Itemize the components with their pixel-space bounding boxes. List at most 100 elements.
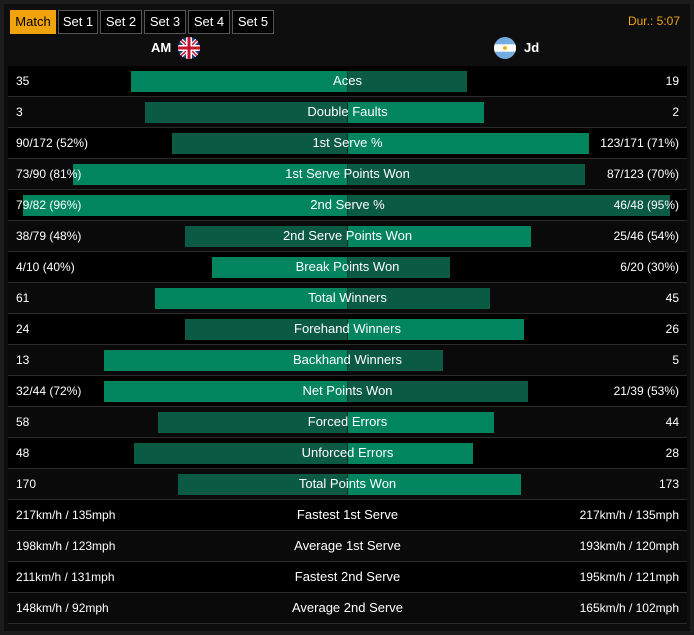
stat-row: 3 Double Faults 2 [8,97,687,128]
stat-value-right: 173 [658,477,679,491]
stat-label: Average 2nd Serve [291,600,404,615]
tab-set-4[interactable]: Set 4 [188,10,230,34]
stat-bar-left [134,443,348,464]
stat-label: 1st Serve Points Won [285,166,410,181]
match-duration: Dur.: 5:07 [627,14,680,28]
stat-bar-left [155,288,348,309]
stat-row: 48 Unforced Errors 28 [8,438,687,469]
stat-bar-right [348,226,531,247]
stat-value-right: 45 [665,291,679,305]
tab-set-5[interactable]: Set 5 [232,10,274,34]
stat-value-right: 44 [665,415,679,429]
stat-label: Unforced Errors [301,445,394,460]
stat-value-right: 87/123 (70%) [606,167,679,181]
stat-row: 32/44 (72%) Net Points Won 21/39 (53%) [8,376,687,407]
stat-row: 198km/h / 123mph Average 1st Serve 193km/h… [8,531,687,562]
stat-value-left: 58 [16,415,30,429]
bar-divider [347,195,348,216]
stat-row: 79/82 (96%) 2nd Serve % 46/48 (95%) [8,190,687,221]
stat-row: 35 Aces 19 [8,66,687,97]
stat-value-left: 217km/h / 135mph [16,508,116,522]
stat-value-left: 79/82 (96%) [16,198,82,212]
stat-label: Forehand Winners [294,321,401,336]
stat-bar-left [158,412,348,433]
stat-value-left: 211km/h / 131mph [16,570,115,584]
stat-value-left: 3 [16,105,23,119]
stat-label: Fastest 2nd Serve [294,569,401,584]
bar-divider [347,257,348,278]
stat-bar-right [348,474,521,495]
stat-bar-left [185,226,348,247]
stats-table: 3 5 Aces 19 3 Double Faults 2 90/172 (52%) 1st S… [8,66,687,624]
stat-row: 217km/h / 135mph Fastest 1st Serve 217km/h… [8,500,687,531]
stat-bar-left [104,350,348,371]
ar-flag-icon [494,37,516,59]
bar-divider [347,350,348,371]
stat-bar-left [145,102,348,123]
tab-set-3[interactable]: Set 3 [144,10,186,34]
row-divider [8,499,687,500]
tab-match[interactable]: Match [10,10,56,34]
stat-row: 170 Total Points Won 173 [8,469,687,500]
row-divider [8,561,687,562]
stat-value-left: 198km/h / 123mph [16,539,116,553]
bar-divider [347,412,348,433]
stat-bar-right [348,102,484,123]
stat-value-right: 217km/h / 135mph [579,508,679,522]
stat-row: 61 Total Winners 45 [8,283,687,314]
stat-bar-left [185,319,348,340]
stat-bar-left [104,381,348,402]
stat-bar-right [348,319,524,340]
stat-bar-right [348,257,450,278]
bar-divider [347,443,348,464]
bar-divider [347,164,348,185]
row-divider [8,158,687,159]
stat-value-left: 4/10 (40%) [16,260,75,274]
stat-bar-right [348,164,585,185]
row-divider [8,251,687,252]
stat-value-right: 165km/h / 102mph [579,601,679,615]
tab-set-1[interactable]: Set 1 [58,10,98,34]
stat-value-right: 28 [665,446,679,460]
stat-label: Forced Errors [307,414,388,429]
stat-bar-left [23,195,348,216]
stat-value-right: 25/46 (54%) [613,229,679,243]
row-divider [8,96,687,97]
bar-divider [347,288,348,309]
stat-value-right: 5 [672,353,679,367]
row-divider [8,468,687,469]
stat-value-left: 32/44 (72%) [16,384,82,398]
stat-value-right: 26 [665,322,679,336]
stat-bar-right [348,288,490,309]
stat-value-left: 73/90 (81%) [16,167,82,181]
tab-set-2[interactable]: Set 2 [100,10,142,34]
stat-value-right: 19 [665,74,679,88]
stat-value-right: 6/20 (30%) [620,260,679,274]
row-divider [8,623,687,624]
row-divider [8,530,687,531]
stat-label: Total Points Won [298,476,397,491]
player-left-name: AM [151,40,172,55]
stat-value-left: 38/79 (48%) [16,229,82,243]
player-right-name: Jd [524,40,540,55]
bar-divider [347,102,348,123]
row-divider [8,282,687,283]
gb-flag-icon [178,37,200,59]
players-header: AM Jd [8,32,687,66]
row-divider [8,189,687,190]
stat-bar-right [348,195,670,216]
stat-label: Aces [333,73,362,88]
bar-divider [347,133,348,154]
stat-row: 58 Forced Errors 44 [8,407,687,438]
stat-row: 211km/h / 131mph Fastest 2nd Serve 195km/h… [8,562,687,593]
stat-bar-right [348,381,528,402]
row-divider [8,127,687,128]
stat-bar-left [172,133,348,154]
stat-bar-left [178,474,348,495]
stat-label: 2nd Serve Points Won [282,228,413,243]
stat-label: Net Points Won [302,383,393,398]
bar-divider [347,71,348,92]
row-divider [8,592,687,593]
stat-row: 24 Forehand Winners 26 [8,314,687,345]
stat-value-left: 90/172 (52%) [16,136,89,150]
